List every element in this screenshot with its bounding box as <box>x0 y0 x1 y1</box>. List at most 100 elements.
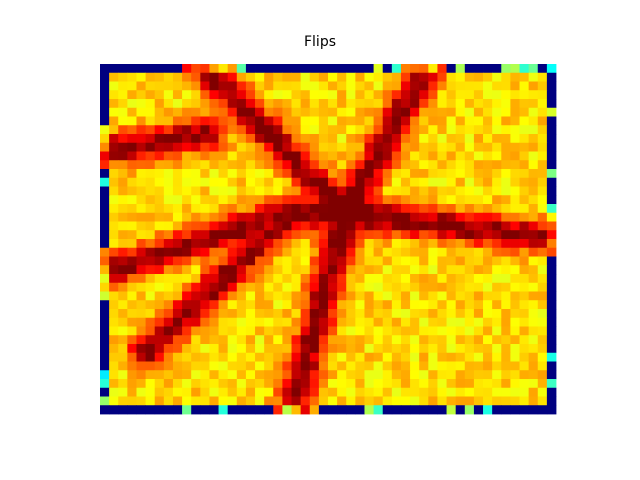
heatmap-cell <box>492 186 502 196</box>
heatmap-cell <box>446 326 457 336</box>
heatmap-cell <box>264 230 274 240</box>
heatmap-cell <box>172 335 183 345</box>
heatmap-cell <box>455 186 466 196</box>
heatmap-cell <box>492 300 502 310</box>
heatmap-cell <box>255 230 265 240</box>
heatmap-cell <box>182 291 192 301</box>
heatmap-cell <box>346 309 356 319</box>
heatmap-cell <box>537 326 548 336</box>
heatmap-cell <box>318 195 329 205</box>
heatmap-cell <box>145 81 156 91</box>
heatmap-cell <box>182 99 192 109</box>
heatmap-cell <box>492 81 502 91</box>
heatmap-cell <box>428 134 438 144</box>
heatmap-cell <box>318 169 329 179</box>
heatmap-cell <box>245 134 256 144</box>
heatmap-cell <box>282 361 292 371</box>
heatmap-cell <box>455 379 466 389</box>
heatmap-cell <box>428 160 438 170</box>
heatmap-cell <box>118 256 128 266</box>
heatmap-cell <box>346 326 356 336</box>
heatmap-cell <box>364 160 374 170</box>
heatmap-cell <box>127 326 137 336</box>
heatmap-cell <box>273 195 283 205</box>
heatmap-cell <box>337 326 347 336</box>
heatmap-cell <box>428 282 438 292</box>
heatmap-cell <box>391 221 402 231</box>
heatmap-cell <box>364 90 374 100</box>
heatmap-cell <box>245 169 256 179</box>
heatmap-cell <box>136 247 146 257</box>
heatmap-cell <box>528 352 539 362</box>
heatmap-cell <box>136 90 146 100</box>
heatmap-cell <box>400 309 411 319</box>
heatmap-cell <box>546 204 557 214</box>
heatmap-cell <box>483 186 493 196</box>
heatmap-cell <box>163 396 174 406</box>
heatmap-cell <box>100 99 110 109</box>
heatmap-cell <box>200 317 210 327</box>
heatmap-cell <box>282 379 292 389</box>
heatmap-cell <box>483 177 493 187</box>
heatmap-cell <box>264 125 274 135</box>
heatmap-cell <box>428 379 438 389</box>
heatmap-cell <box>127 81 137 91</box>
heatmap-cell <box>464 64 475 74</box>
heatmap-cell <box>309 151 320 161</box>
heatmap-cell <box>364 239 374 249</box>
heatmap-cell <box>391 335 402 345</box>
heatmap-cell <box>428 405 438 415</box>
heatmap-cell <box>373 309 384 319</box>
heatmap-cell <box>337 230 347 240</box>
heatmap-cell <box>337 387 347 397</box>
heatmap-cell <box>483 125 493 135</box>
heatmap-cell <box>172 256 183 266</box>
heatmap-cell <box>291 107 302 117</box>
heatmap-cell <box>391 291 402 301</box>
heatmap-cell <box>318 282 329 292</box>
heatmap-cell <box>291 370 302 380</box>
heatmap-cell <box>419 361 429 371</box>
heatmap-cell <box>127 309 137 319</box>
heatmap-cell <box>154 195 165 205</box>
heatmap-cell <box>136 326 146 336</box>
heatmap-cell <box>337 177 347 187</box>
heatmap-cell <box>264 142 274 152</box>
heatmap-cell <box>300 274 311 284</box>
heatmap-cell <box>218 379 229 389</box>
heatmap-cell <box>455 99 466 109</box>
heatmap-cell <box>191 90 201 100</box>
heatmap-cell <box>364 81 374 91</box>
heatmap-cell <box>410 239 420 249</box>
heatmap-cell <box>391 396 402 406</box>
heatmap-cell <box>337 186 347 196</box>
heatmap-cell <box>273 125 283 135</box>
heatmap-cell <box>492 239 502 249</box>
heatmap-cell <box>182 247 192 257</box>
heatmap-cell <box>300 300 311 310</box>
heatmap-cell <box>546 352 557 362</box>
heatmap-cell <box>309 195 320 205</box>
heatmap-cell <box>163 265 174 275</box>
heatmap-cell <box>528 169 539 179</box>
heatmap-cell <box>309 239 320 249</box>
heatmap-cell <box>191 265 201 275</box>
heatmap-cell <box>382 352 393 362</box>
heatmap-cell <box>537 274 548 284</box>
heatmap-cell <box>346 300 356 310</box>
heatmap-cell <box>236 344 247 354</box>
heatmap-cell <box>455 361 466 371</box>
heatmap-cell <box>209 247 219 257</box>
heatmap-cell <box>200 256 210 266</box>
heatmap-cell <box>537 265 548 275</box>
heatmap-cell <box>209 99 219 109</box>
heatmap-cell <box>182 204 192 214</box>
heatmap-cell <box>437 282 447 292</box>
heatmap-cell <box>410 274 420 284</box>
heatmap-cell <box>200 107 210 117</box>
heatmap-cell <box>209 142 219 152</box>
heatmap-cell <box>127 169 137 179</box>
heatmap-cell <box>528 326 539 336</box>
heatmap-cell <box>483 151 493 161</box>
heatmap-cell <box>118 387 128 397</box>
